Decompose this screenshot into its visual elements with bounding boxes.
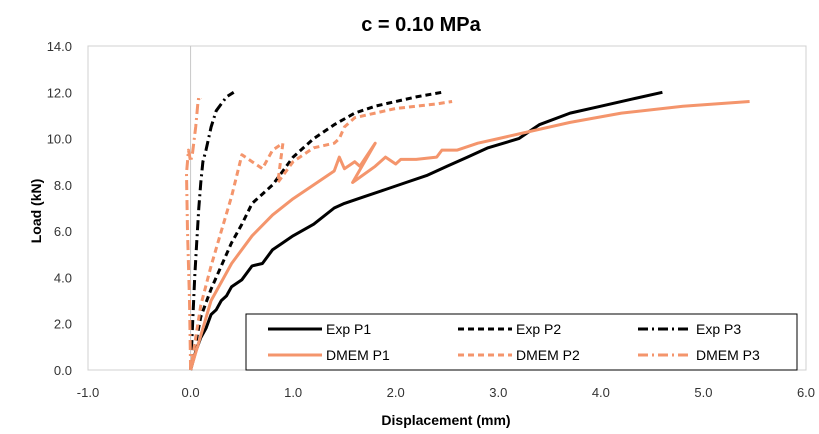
series-line (189, 100, 453, 371)
y-tick-label: 8.0 (54, 178, 72, 193)
x-tick-label: 1.0 (284, 385, 302, 400)
x-tick-label: 2.0 (387, 385, 405, 400)
series-layer (185, 90, 750, 371)
legend-label: Exp P3 (696, 321, 741, 337)
axes: 0.0 2.0 4.0 6.0 8.0 10.0 12.0 14.0 -1.0 0.0 1.0 2.0… (47, 39, 815, 400)
y-tick-label: 12.0 (47, 85, 72, 100)
legend-label: Exp P2 (516, 321, 561, 337)
y-tick-label: 4.0 (54, 270, 72, 285)
legend-box (245, 313, 798, 371)
y-axis-label: Load (kN) (28, 179, 44, 244)
x-axis-label: Displacement (mm) (381, 412, 510, 428)
x-tick-label: 3.0 (489, 385, 507, 400)
x-tick-label: -1.0 (77, 385, 99, 400)
y-tick-label: 0.0 (54, 363, 72, 378)
legend-label: DMEM P1 (326, 347, 390, 363)
series-line (185, 95, 202, 371)
y-tick-label: 6.0 (54, 224, 72, 239)
legend-label: DMEM P3 (696, 347, 760, 363)
legend: Exp P1 Exp P2 Exp P3 DMEM P1 DMEM P2 DMEM P3 (245, 313, 798, 371)
x-tick-label: 4.0 (592, 385, 610, 400)
y-tick-label: 10.0 (47, 132, 72, 147)
y-tick-label: 2.0 (54, 317, 72, 332)
legend-label: Exp P1 (326, 321, 371, 337)
chart-title: c = 0.10 MPa (361, 14, 481, 36)
x-tick-label: 5.0 (694, 385, 712, 400)
legend-label: DMEM P2 (516, 347, 580, 363)
series-line (189, 90, 663, 371)
series-line (189, 91, 235, 371)
series-line (189, 100, 750, 371)
x-tick-label: 0.0 (182, 385, 200, 400)
y-tick-label: 14.0 (47, 39, 72, 54)
x-tick-label: 6.0 (797, 385, 815, 400)
